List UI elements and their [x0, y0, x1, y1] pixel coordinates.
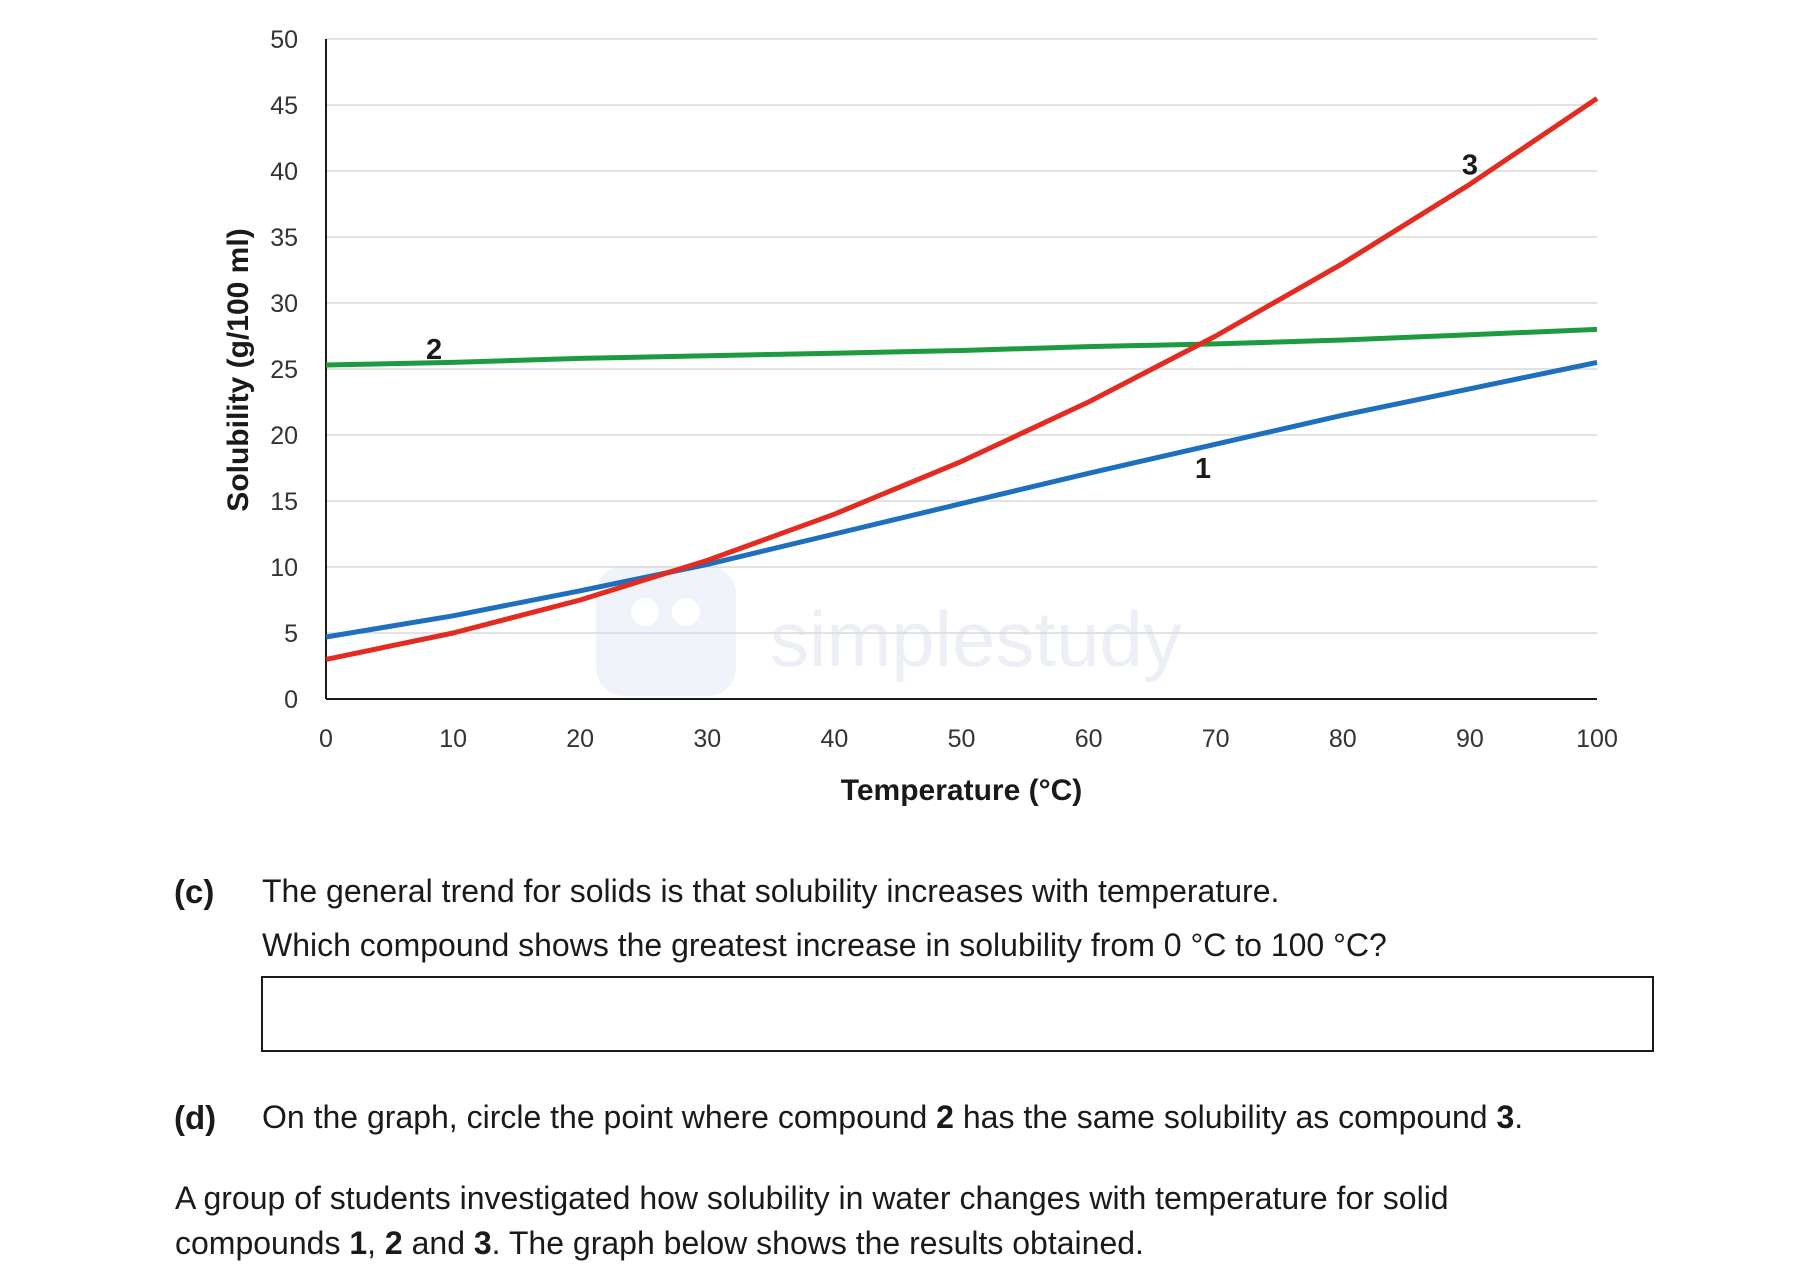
x-tick-label-70: 70 [1202, 725, 1230, 753]
y-tick-label-20: 20 [270, 422, 298, 450]
question-c-line1: The general trend for solids is that sol… [262, 873, 1280, 909]
question-d-text-b: has the same solubility as compound [953, 1099, 1497, 1135]
y-tick-label-50: 50 [270, 26, 298, 54]
y-tick-label-10: 10 [270, 554, 298, 582]
y-tick-label-40: 40 [270, 158, 298, 186]
x-tick-label-20: 20 [566, 725, 594, 753]
question-d-text-c: . [1514, 1099, 1524, 1135]
series-label-2: 2 [426, 334, 442, 366]
x-tick-label-80: 80 [1329, 725, 1357, 753]
series-label-3: 3 [1462, 149, 1478, 181]
intro-text-c: and [402, 1225, 474, 1261]
x-tick-label-100: 100 [1576, 725, 1618, 753]
owl-logo-icon [596, 566, 736, 696]
watermark: simplestudy [596, 566, 1182, 696]
question-c-label: (c) [174, 873, 215, 910]
intro-text-a: compounds [175, 1225, 350, 1261]
solubility-chart: simplestudy 0 5 10 15 20 25 30 35 40 45 50 0 10 20 30 4… [222, 26, 1618, 807]
question-d-label: (d) [174, 1099, 217, 1136]
series-label-1: 1 [1195, 453, 1211, 485]
answer-box-c[interactable] [261, 976, 1654, 1052]
x-tick-label-90: 90 [1456, 725, 1484, 753]
intro-bold-b: 2 [384, 1225, 403, 1261]
question-d-bold-a: 2 [936, 1099, 954, 1135]
y-tick-label-45: 45 [270, 92, 298, 120]
intro-text-b: , [367, 1225, 385, 1261]
x-tick-label-30: 30 [693, 725, 721, 753]
question-d-bold-b: 3 [1496, 1099, 1515, 1135]
intro-text-d: . The graph below shows the results obta… [491, 1225, 1144, 1261]
question-d-text: On the graph, circle the point where com… [262, 1099, 1523, 1136]
series-line-3 [325, 96, 1599, 662]
y-axis-title: Solubility (g/100 ml) [222, 228, 255, 511]
intro-line1: A group of students investigated how sol… [175, 1180, 1449, 1216]
series-line-1 [325, 359, 1598, 640]
y-tick-label-0: 0 [284, 686, 298, 714]
x-tick-label-40: 40 [820, 725, 848, 753]
y-tick-label-35: 35 [270, 224, 298, 252]
intro-bold-c: 3 [473, 1225, 492, 1261]
question-d-text-a: On the graph, circle the point where com… [262, 1099, 937, 1135]
x-tick-label-60: 60 [1075, 725, 1103, 753]
y-tick-label-30: 30 [270, 290, 298, 318]
question-c-line2: Which compound shows the greatest increa… [262, 927, 1387, 963]
y-tick-label-15: 15 [270, 488, 298, 516]
x-tick-label-0: 0 [319, 725, 333, 753]
x-tick-label-10: 10 [439, 725, 467, 753]
owl-eye-left [631, 598, 659, 626]
x-tick-label-50: 50 [948, 725, 976, 753]
watermark-text: simplestudy [770, 595, 1182, 683]
intro-bold-a: 1 [349, 1225, 368, 1261]
owl-eye-right [672, 598, 700, 626]
series-line-2 [325, 326, 1598, 368]
x-axis-title: Temperature (°C) [841, 774, 1082, 807]
intro-line2: compounds 1, 2 and 3. The graph below sh… [175, 1221, 1675, 1266]
y-tick-label-5: 5 [284, 620, 298, 648]
intro-paragraph: A group of students investigated how sol… [175, 1176, 1675, 1266]
y-tick-label-25: 25 [270, 356, 298, 384]
